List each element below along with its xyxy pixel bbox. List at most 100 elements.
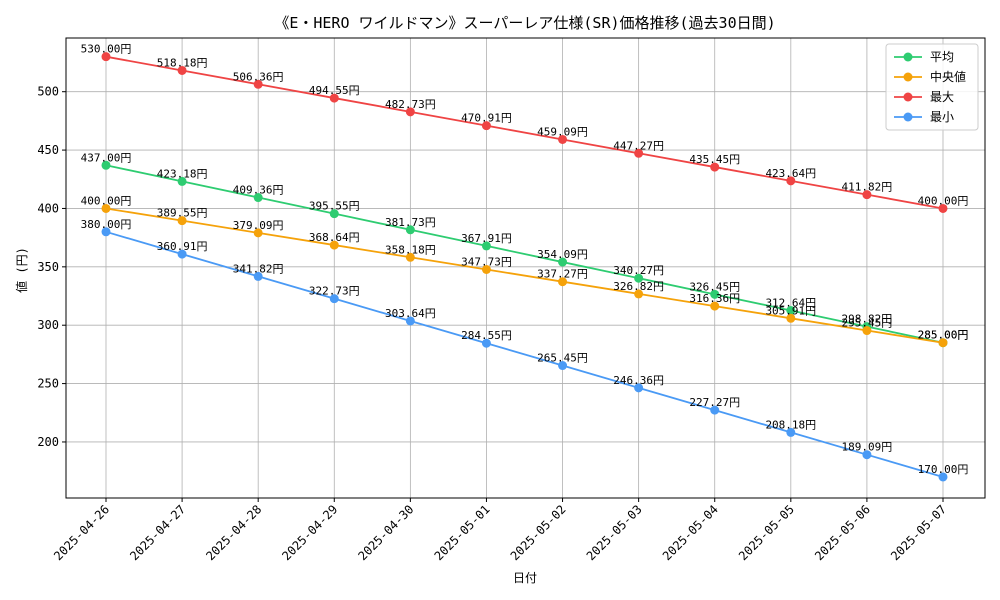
plot-frame [65,37,986,499]
data-point [481,121,491,131]
y-tick-label: 500 [37,85,59,99]
y-tick-label: 350 [37,260,59,274]
data-label: 470.91円 [461,112,512,125]
x-tick-label: 2025-04-27 [127,502,188,563]
data-point [405,107,415,117]
data-point [329,209,339,219]
data-label: 265.45円 [537,352,588,365]
data-label: 423.18円 [157,167,208,180]
data-label: 358.18円 [385,243,436,256]
series-line [105,164,944,344]
series-line [105,55,944,210]
data-point [634,273,644,283]
data-label: 285.00円 [918,329,969,342]
data-label: 340.27円 [613,264,664,277]
data-point [710,301,720,311]
data-label: 208.18円 [765,418,816,431]
data-label: 380.00円 [81,218,132,231]
data-point [710,405,720,415]
legend-swatch-marker [903,92,913,102]
data-label: 409.36円 [233,184,284,197]
data-label: 367.91円 [461,232,512,245]
data-point [405,225,415,235]
data-label: 530.00円 [81,43,132,56]
legend-entry: 平均 [930,50,954,64]
y-tick-label: 450 [37,143,59,157]
series [101,52,948,482]
data-point [558,361,568,371]
data-point [405,316,415,326]
data-label: 459.09円 [537,125,588,138]
data-point [938,203,948,213]
legend-swatch-marker [903,52,913,62]
legend-entry: 最大 [930,90,954,104]
data-point [253,79,263,89]
data-label: 368.64円 [309,231,360,244]
legend-entry: 中央値 [930,69,966,84]
data-label: 322.73円 [309,285,360,298]
x-tick-label: 2025-04-30 [355,502,416,563]
y-tick-label: 400 [37,201,59,215]
data-point [938,338,948,348]
data-point [862,450,872,460]
data-label: 312.64円 [765,296,816,309]
data-labels: 437.00円 423.18円 409.36円 395.55円 381.73円 367.9… [81,43,969,476]
data-point [710,289,720,299]
y-tick-label: 250 [37,377,59,391]
series-line [105,230,944,478]
data-point [253,271,263,281]
data-point [634,383,644,393]
data-label: 400.00円 [918,194,969,207]
data-point [558,134,568,144]
data-point [938,472,948,482]
x-tick-label: 2025-04-29 [279,502,340,563]
data-label: 285.00円 [918,329,969,342]
data-point [481,338,491,348]
data-label: 447.27円 [613,139,664,152]
data-point [253,193,263,203]
data-point [558,277,568,287]
data-label: 246.36円 [613,374,664,387]
y-tick-label: 200 [37,435,59,449]
data-label: 326.82円 [613,280,664,293]
data-label: 227.27円 [689,396,740,409]
x-tick-label: 2025-04-28 [203,502,264,563]
legend-swatch-marker [903,112,913,122]
x-tick-label: 2025-05-06 [812,502,873,563]
legend-swatch-marker [903,72,913,82]
data-label: 389.55円 [157,207,208,220]
data-point [481,241,491,251]
data-label: 347.73円 [461,255,512,268]
y-axis-label: 値 (円) [14,247,29,293]
data-label: 360.91円 [157,240,208,253]
data-label: 437.00円 [81,151,132,164]
x-tick-label: 2025-05-03 [584,502,645,563]
data-point [177,249,187,259]
data-label: 189.09円 [842,441,893,454]
x-tick-label: 2025-05-02 [508,502,569,563]
data-point [329,240,339,250]
x-tick-label: 2025-05-05 [736,502,797,563]
data-label: 506.36円 [233,70,284,83]
data-label: 303.64円 [385,307,436,320]
data-point [481,264,491,274]
data-label: 298.82円 [842,313,893,326]
data-label: 379.09円 [233,219,284,232]
data-label: 284.55円 [461,329,512,342]
data-point [862,326,872,336]
legend-entry: 最小 [930,110,954,124]
data-point [786,176,796,186]
data-label: 518.18円 [157,56,208,69]
data-point [177,176,187,186]
data-point [634,289,644,299]
data-label: 423.64円 [765,167,816,180]
data-point [786,427,796,437]
data-label: 435.45円 [689,153,740,166]
y-tick-label: 300 [37,318,59,332]
data-label: 326.45円 [689,280,740,293]
x-tick-label: 2025-05-07 [888,502,949,563]
series-line [105,207,944,344]
data-point [177,216,187,226]
